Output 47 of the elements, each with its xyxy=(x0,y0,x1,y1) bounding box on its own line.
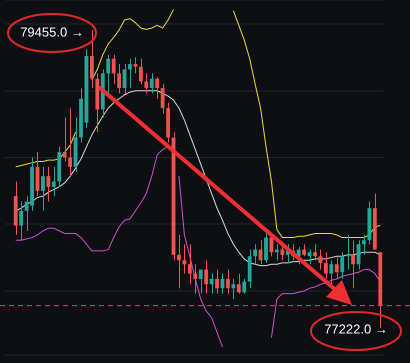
candlestick xyxy=(362,234,366,256)
candlestick xyxy=(318,249,322,270)
candlestick xyxy=(220,273,224,294)
candlestick xyxy=(264,230,268,264)
candlestick xyxy=(41,166,45,212)
candlestick xyxy=(351,240,355,289)
candlestick xyxy=(150,72,154,94)
candlestick xyxy=(68,108,72,177)
candlestick xyxy=(231,278,236,300)
candlestick xyxy=(198,269,203,294)
candlestick xyxy=(340,252,344,280)
candlestick xyxy=(226,269,230,294)
candlestick xyxy=(253,244,258,265)
candlestick xyxy=(302,244,306,257)
annotation: 77222.0 → xyxy=(324,322,388,337)
candlestick xyxy=(19,201,24,241)
candlestick xyxy=(62,116,67,162)
candlestick xyxy=(134,56,138,74)
candlestick xyxy=(52,166,56,197)
candlestick xyxy=(324,252,328,280)
candlestick xyxy=(193,264,198,294)
candlestick xyxy=(117,64,122,94)
candlestick xyxy=(210,273,214,294)
candlestick xyxy=(258,240,262,265)
candlestick xyxy=(122,64,126,94)
candlestick xyxy=(160,84,165,114)
candlestick xyxy=(308,249,312,265)
candlestick xyxy=(138,58,143,85)
candlestick xyxy=(204,260,208,294)
candlestick xyxy=(182,244,186,274)
candlestick xyxy=(188,244,192,285)
candlestick xyxy=(155,76,160,100)
candlestick xyxy=(356,240,360,270)
candlestick xyxy=(106,54,110,94)
candlestick xyxy=(112,54,116,85)
candlestick xyxy=(242,278,246,294)
candlestick xyxy=(236,273,241,294)
annotation: 79455.0 → xyxy=(20,24,84,40)
candlestick xyxy=(274,244,279,261)
candlestick xyxy=(329,260,334,285)
candlestick xyxy=(215,269,219,294)
candlestick xyxy=(90,30,94,89)
candlestick xyxy=(46,166,50,202)
candlestick xyxy=(334,256,339,280)
candlestick xyxy=(128,58,132,89)
candlestick xyxy=(313,244,317,261)
candlestick xyxy=(177,234,181,289)
